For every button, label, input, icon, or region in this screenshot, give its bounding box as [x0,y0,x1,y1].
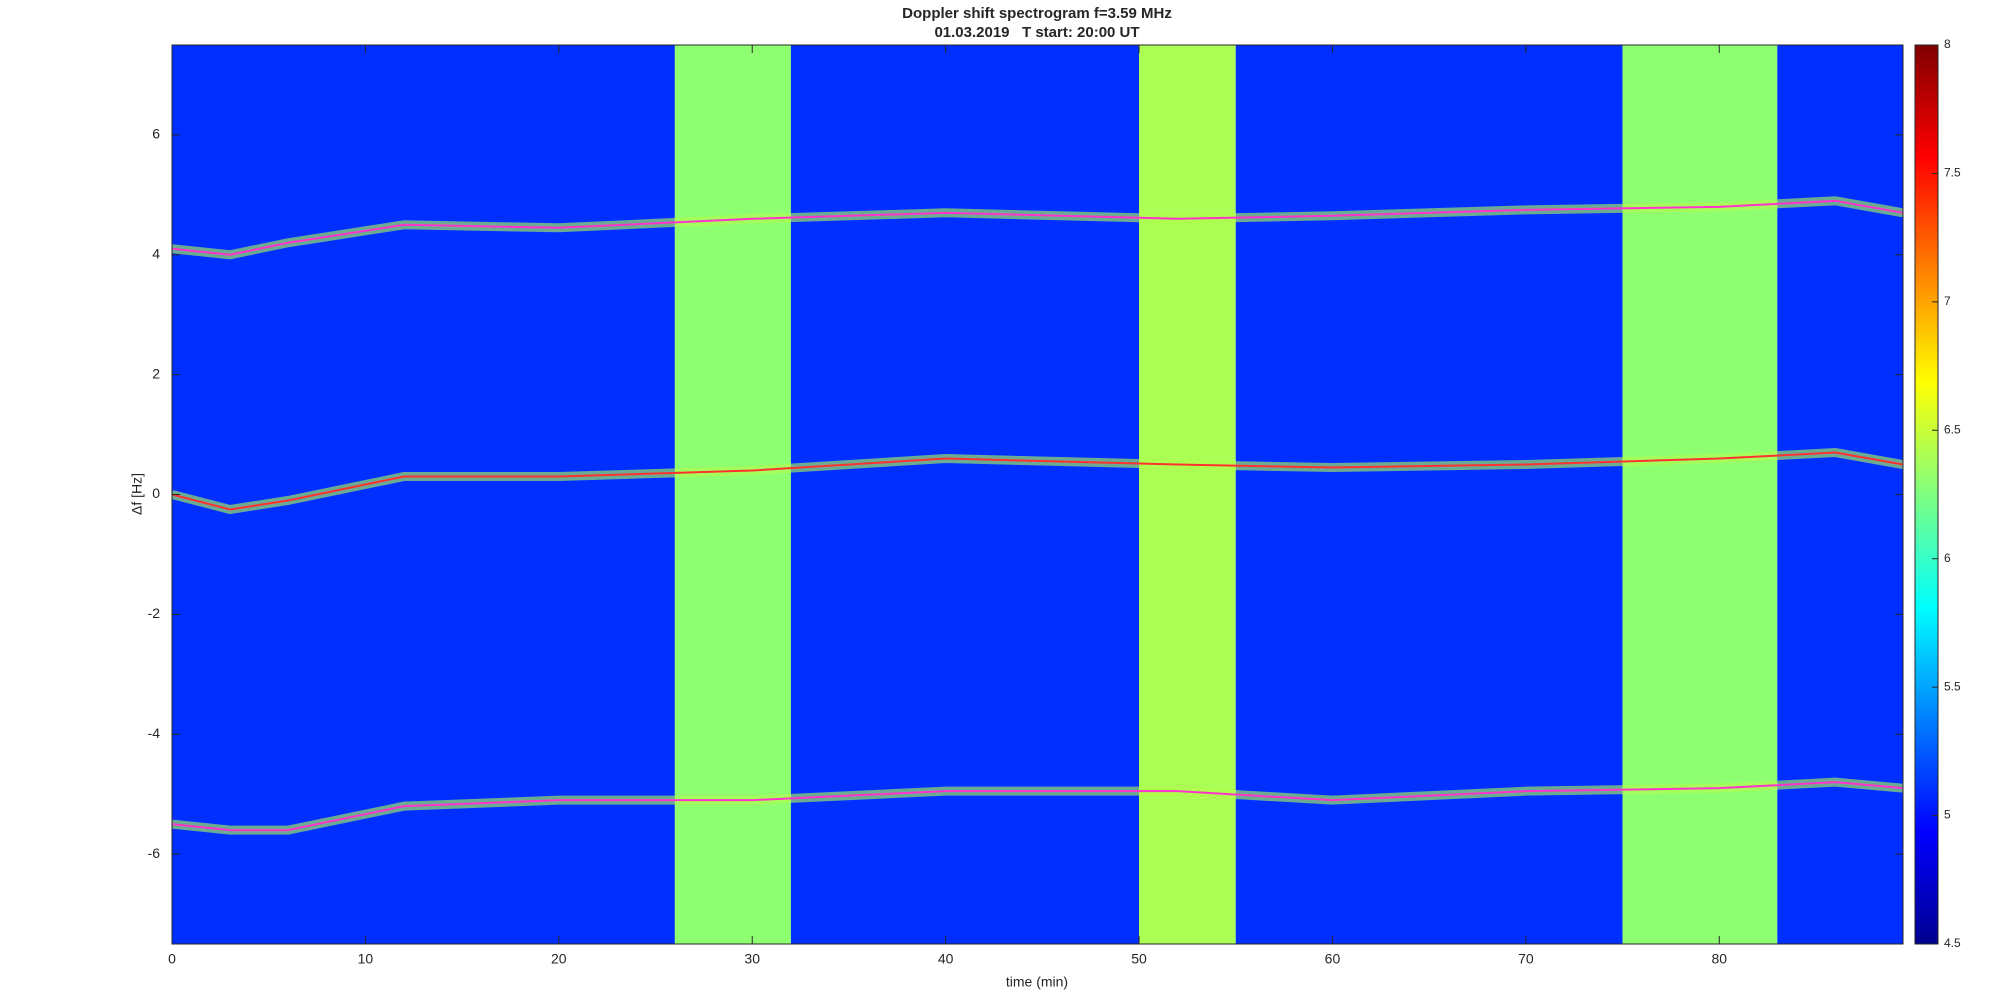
spectrogram-column [1622,45,1778,944]
colorbar-tick-label: 4.5 [1944,936,1961,950]
y-tick-label: -6 [148,845,161,861]
colorbar-tick-label: 5.5 [1944,679,1961,693]
doppler-trace [171,199,1904,256]
y-tick-label: 4 [152,245,160,261]
y-tick-label: -2 [148,605,161,621]
x-tick-label: 60 [1325,951,1341,967]
y-tick-label: 6 [152,126,160,142]
doppler-trace [171,451,1904,511]
spectrogram-column [674,45,791,944]
x-axis-label: time (min) [1006,974,1068,990]
y-tick-label: -4 [148,725,161,741]
x-tick-label: 0 [168,951,176,967]
x-tick-label: 20 [551,951,567,967]
spectrogram-column [1139,45,1236,944]
x-tick-label: 40 [938,951,954,967]
chart-title: Doppler shift spectrogram f=3.59 MHz [902,5,1172,22]
x-tick-label: 50 [1131,951,1147,967]
chart-subtitle: 01.03.2019 T start: 20:00 UT [934,24,1139,41]
x-tick-label: 70 [1518,951,1534,967]
spectrogram-column [1777,45,1903,944]
x-tick-label: 30 [744,951,760,967]
colorbar-tick-label: 6.5 [1944,422,1961,436]
colorbar-tick-label: 7.5 [1944,166,1961,180]
colorbar [1914,44,1939,945]
x-tick-label: 80 [1711,951,1727,967]
colorbar-tick-label: 7 [1944,294,1951,308]
colorbar-tick-label: 6 [1944,551,1951,565]
spectrogram-column [1235,45,1623,944]
y-tick-label: 0 [152,485,160,501]
x-tick-label: 10 [358,951,374,967]
colorbar-tick-label: 8 [1944,37,1951,51]
colorbar-tick-label: 5 [1944,808,1951,822]
spectrogram-column [790,45,1140,944]
doppler-trace [171,781,1904,832]
y-axis-label: Δf [Hz] [129,473,145,515]
spectrogram-column [172,45,675,944]
y-tick-label: 2 [152,365,160,381]
